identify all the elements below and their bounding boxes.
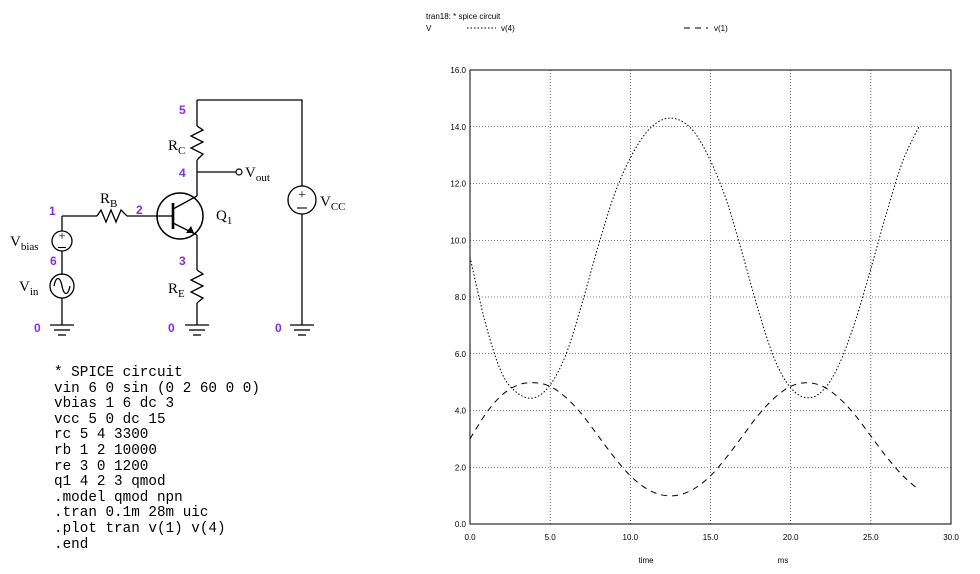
dc-source-icon: +: [51, 228, 73, 252]
resistor-rc: [189, 125, 205, 161]
re-label: RE: [168, 281, 185, 300]
circuit-schematic: + + 5 4 1 2 6 3 0 0 0 RC RB Q1 RE Vbias …: [10, 99, 346, 336]
x-axis-unit: ms: [778, 556, 789, 565]
vin-label: Vin: [19, 279, 39, 298]
netlist-line: .model qmod npn: [54, 489, 183, 506]
ground-icon: [50, 324, 74, 336]
y-tick-label: 2.0: [455, 463, 467, 472]
node-label-0: 0: [168, 321, 175, 335]
resistor-re: [189, 269, 205, 304]
wire-vcc-top: [197, 99, 303, 186]
plot-title: tran18: * spice circuit: [426, 12, 501, 21]
y-tick-label: 4.0: [455, 407, 467, 416]
q1-label: Q1: [216, 208, 232, 227]
y-tick-label: 8.0: [455, 293, 467, 302]
vout-label: Vout: [245, 165, 270, 184]
plot-yunit: V: [426, 24, 432, 33]
node-label-6: 6: [50, 254, 57, 268]
netlist-line: re 3 0 1200: [54, 458, 149, 475]
netlist-line: * SPICE circuit: [54, 365, 183, 381]
x-tick-label: 25.0: [863, 533, 879, 542]
x-tick-label: 30.0: [943, 533, 959, 542]
legend-v4-label: v(4): [501, 24, 515, 33]
x-axis-label: time: [638, 556, 654, 565]
resistor-rb: [96, 208, 128, 224]
vcc-label: VCC: [320, 194, 346, 213]
rc-label: RC: [168, 138, 185, 157]
transient-plot: tran18: * spice circuit V v(4) v(1) 0.0 5…: [426, 12, 959, 565]
x-tick-label: 20.0: [783, 533, 799, 542]
ground-icon: [290, 324, 314, 336]
netlist-line: vcc 5 0 dc 15: [54, 411, 166, 428]
x-tick-label: 15.0: [703, 533, 719, 542]
netlist-line: rb 1 2 10000: [54, 442, 157, 459]
ac-source-icon: [49, 273, 75, 299]
svg-text:+: +: [58, 228, 65, 243]
netlist-line: q1 4 2 3 qmod: [54, 474, 166, 491]
node-label-4: 4: [179, 166, 186, 180]
vout-terminal-icon: [235, 168, 243, 176]
x-tick-label: 5.0: [545, 533, 557, 542]
x-tick-label: 10.0: [623, 533, 639, 542]
y-tick-label: 14.0: [450, 123, 466, 132]
netlist-line: rc 5 4 3300: [54, 427, 149, 444]
node-label-1: 1: [49, 204, 56, 218]
npn-transistor-icon: [156, 192, 204, 240]
x-tick-label: 0.0: [464, 533, 476, 542]
netlist-line: .end: [54, 536, 89, 553]
svg-text:+: +: [298, 188, 306, 203]
legend-v1-label: v(1): [714, 24, 728, 33]
y-tick-label: 10.0: [450, 236, 466, 245]
node-label-3: 3: [179, 254, 186, 268]
netlist-line: .tran 0.1m 28m uic: [54, 505, 209, 522]
series-line-v4: [469, 117, 920, 399]
netlist-line: vin 6 0 sin (0 2 60 0 0): [54, 380, 260, 397]
ground-icon: [185, 324, 209, 336]
spice-netlist: * SPICE circuit vin 6 0 sin (0 2 60 0 0) v…: [54, 365, 260, 553]
netlist-line: .plot tran v(1) v(4): [54, 520, 226, 537]
node-label-5: 5: [179, 103, 186, 117]
node-label-2: 2: [136, 203, 143, 217]
y-tick-label: 12.0: [450, 180, 466, 189]
y-tick-label: 0.0: [455, 520, 467, 529]
rb-label: RB: [100, 191, 117, 210]
y-tick-label: 6.0: [455, 350, 467, 359]
netlist-line: vbias 1 6 dc 3: [54, 396, 175, 413]
series-line-v1: [469, 382, 920, 497]
dc-source-icon: +: [287, 185, 317, 215]
node-label-0: 0: [34, 321, 41, 335]
node-label-0: 0: [275, 321, 282, 335]
vbias-label: Vbias: [10, 234, 39, 253]
y-tick-label: 16.0: [450, 66, 466, 75]
